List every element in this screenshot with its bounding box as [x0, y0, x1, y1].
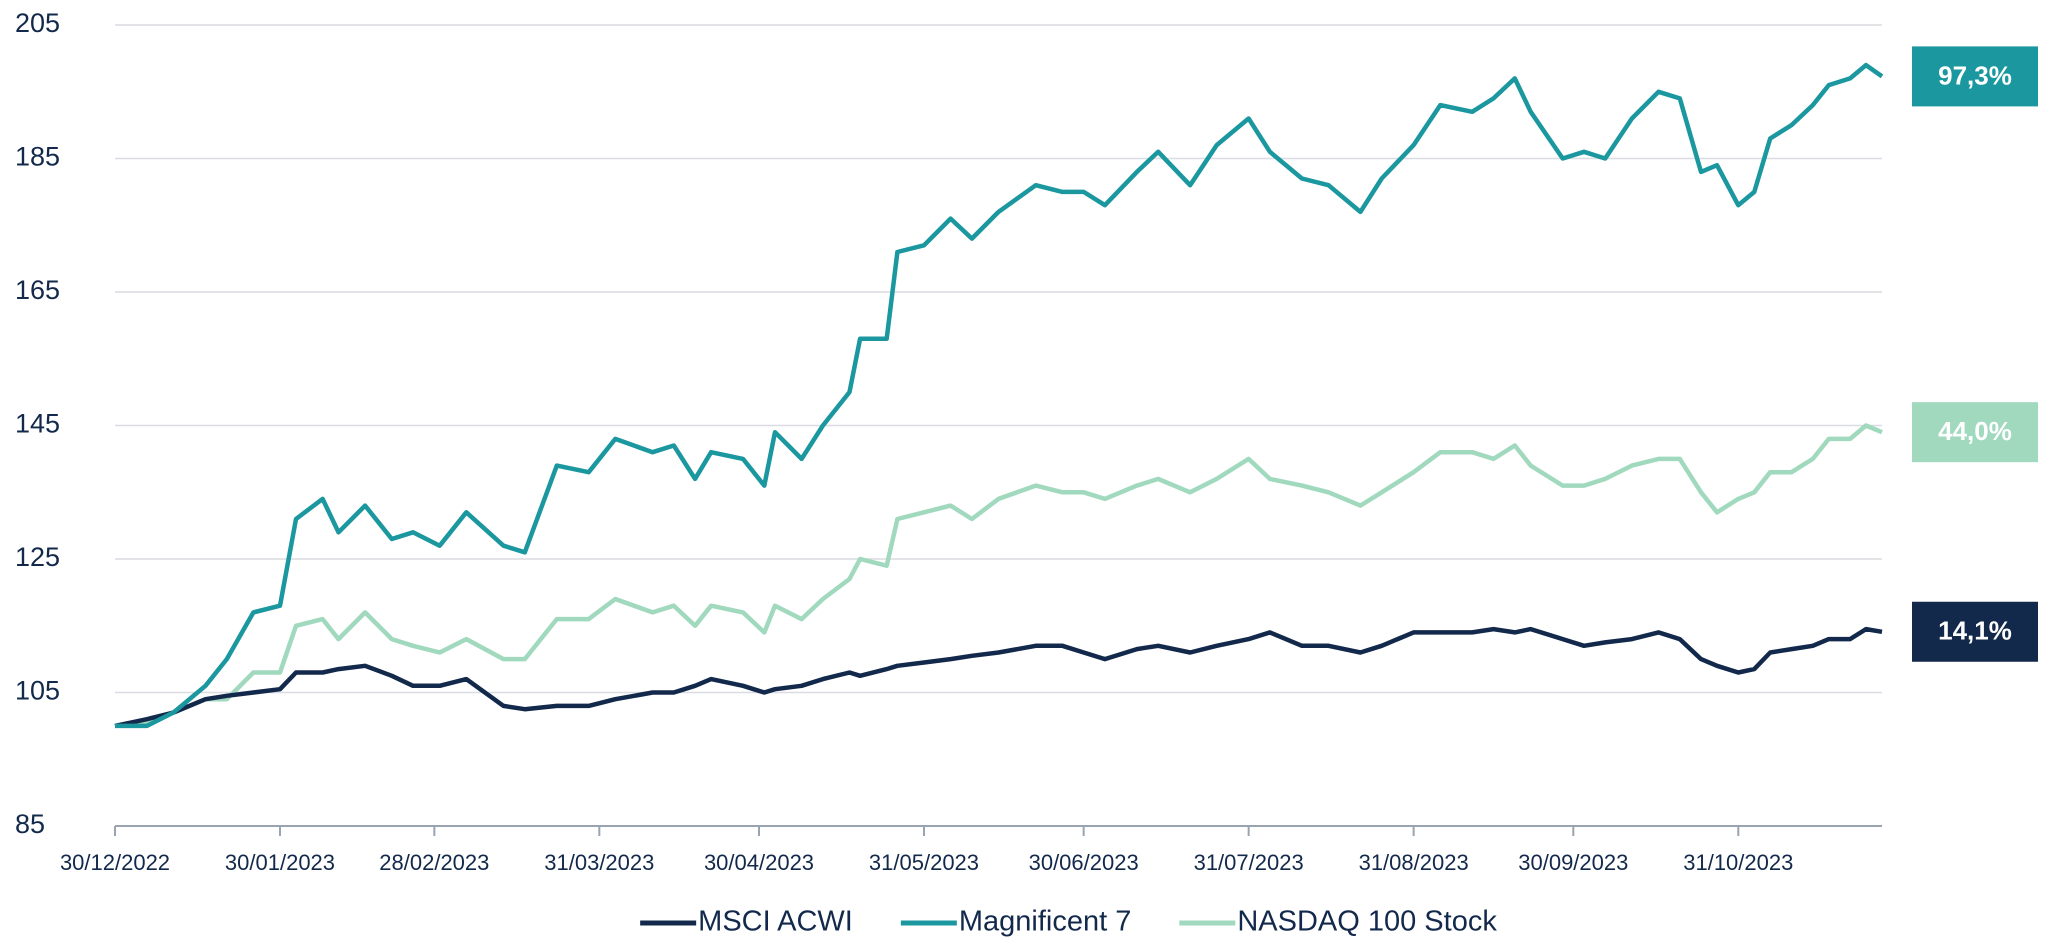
- y-tick-label: 145: [15, 409, 60, 439]
- series-line: [114, 626, 1883, 729]
- legend: MSCI ACWI Magnificent 7 NASDAQ 100 Stock: [640, 906, 1497, 938]
- x-tick-label: 30/01/2023: [225, 850, 335, 875]
- y-tick-label: 205: [15, 8, 60, 38]
- y-tick-label: 105: [15, 676, 60, 706]
- y-tick-label: 185: [15, 142, 60, 172]
- x-tick-label: 31/07/2023: [1194, 850, 1304, 875]
- end-label-box: [1912, 601, 2038, 662]
- end-label: 14,1%: [1938, 616, 2012, 646]
- x-tick-label: 31/08/2023: [1359, 850, 1469, 875]
- x-tick-label: 28/02/2023: [379, 850, 489, 875]
- x-tick-label: 31/03/2023: [544, 850, 654, 875]
- x-tick-label: 30/06/2023: [1029, 850, 1139, 875]
- x-tick-label: 30/12/2022: [60, 850, 170, 875]
- y-tick-label: 85: [15, 809, 45, 839]
- x-tick-label: 30/09/2023: [1518, 850, 1628, 875]
- end-label: 44,0%: [1938, 416, 2012, 446]
- series-line: [114, 423, 1883, 729]
- legend-label: NASDAQ 100 Stock: [1237, 906, 1497, 938]
- end-label: 97,3%: [1938, 60, 2012, 90]
- end-label-box: [1912, 46, 2038, 107]
- end-label-box: [1912, 402, 2038, 463]
- x-tick-label: 31/10/2023: [1683, 850, 1793, 875]
- y-tick-label: 125: [15, 542, 60, 572]
- legend-label: Magnificent 7: [959, 906, 1132, 938]
- legend-label: MSCI ACWI: [698, 906, 853, 938]
- y-tick-label: 165: [15, 275, 60, 305]
- series-line: [115, 62, 1884, 729]
- x-tick-label: 30/04/2023: [704, 850, 814, 875]
- x-tick-label: 31/05/2023: [869, 850, 979, 875]
